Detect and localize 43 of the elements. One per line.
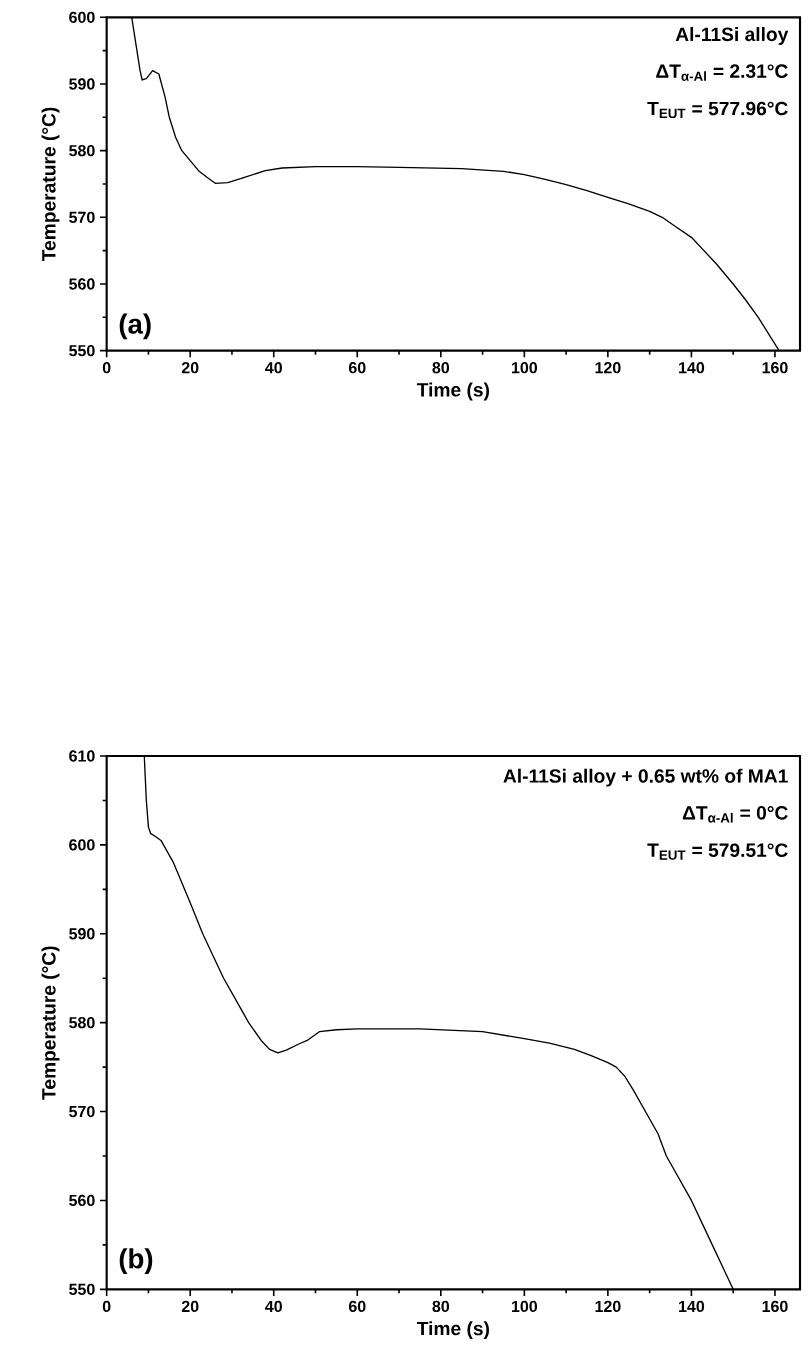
x-tick-label: 100 [511,362,538,374]
y-tick-label: 560 [69,1194,95,1207]
x-tick-label: 100 [511,1300,538,1313]
x-tick-label: 120 [595,362,621,374]
y-tick-label: 580 [69,145,95,157]
x-tick-label: 20 [181,362,199,374]
annotation: Al-11Si alloy [675,27,789,45]
x-axis-title: Time (s) [416,382,489,401]
x-tick-label: 120 [595,1300,621,1313]
x-tick-label: 60 [348,362,366,374]
x-axis-title: Time (s) [416,1321,489,1340]
y-tick-label: 550 [69,1283,95,1295]
x-tick-label: 20 [181,1300,199,1313]
annotation: (a) [119,313,151,340]
annotation: ΔT$_{α-Al}$ = 0°C [682,806,788,823]
y-tick-label: 590 [69,78,95,90]
y-axis-title: Temperature (°C) [41,946,60,1100]
x-tick-label: 60 [348,1300,366,1313]
annotation: (b) [119,1248,153,1274]
x-tick-label: 40 [265,1300,282,1313]
x-tick-label: 0 [102,1300,111,1313]
x-tick-label: 80 [432,1300,450,1313]
x-tick-label: 140 [679,1300,705,1313]
y-tick-label: 600 [69,11,95,23]
x-tick-label: 140 [679,362,705,374]
x-tick-label: 160 [762,1300,788,1313]
y-tick-label: 610 [69,750,95,762]
y-axis-title: Temperature (°C) [41,107,60,262]
y-tick-label: 590 [69,928,95,940]
y-tick-label: 580 [69,1017,95,1029]
x-tick-label: 160 [762,362,788,374]
annotation: ΔT$_{α-Al}$ = 2.31°C [656,64,788,81]
y-tick-label: 560 [69,278,95,290]
x-tick-label: 0 [102,362,111,374]
y-tick-label: 550 [69,345,95,357]
annotation: T$_{EUT}$ = 579.51°C [647,843,788,860]
annotation: T$_{EUT}$ = 577.96°C [647,101,788,119]
y-tick-label: 570 [69,1105,95,1118]
y-tick-label: 600 [69,839,95,851]
y-tick-label: 570 [69,211,95,223]
x-tick-label: 80 [432,362,450,374]
annotation: Al-11Si alloy + 0.65 wt% of MA1 [503,768,788,787]
x-tick-label: 40 [265,362,282,374]
